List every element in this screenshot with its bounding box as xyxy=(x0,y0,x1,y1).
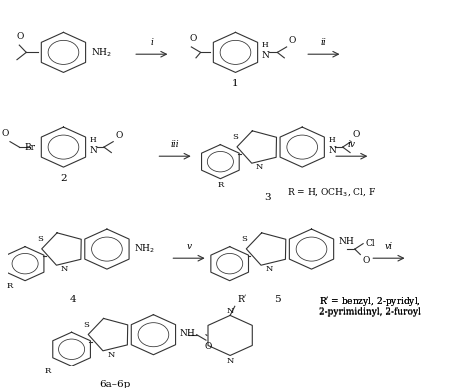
Text: O: O xyxy=(2,129,9,138)
Text: N: N xyxy=(227,357,234,365)
Text: N: N xyxy=(107,351,115,359)
Text: N: N xyxy=(90,146,98,155)
Text: N: N xyxy=(262,50,270,60)
Text: N: N xyxy=(227,307,234,315)
Text: NH$_2$: NH$_2$ xyxy=(91,46,112,59)
Text: R$'$ = benzyl, 2-pyridyl,: R$'$ = benzyl, 2-pyridyl, xyxy=(319,295,421,308)
Text: S: S xyxy=(37,235,43,243)
Text: R = H, OCH$_3$, Cl, F: R = H, OCH$_3$, Cl, F xyxy=(287,186,376,198)
Text: R: R xyxy=(45,367,51,375)
Text: R$'$ = benzyl, 2-pyridyl,: R$'$ = benzyl, 2-pyridyl, xyxy=(319,295,421,308)
Text: 6a–6p: 6a–6p xyxy=(99,380,130,388)
Text: Cl: Cl xyxy=(366,239,375,248)
Text: 1: 1 xyxy=(232,79,239,88)
Text: R: R xyxy=(7,282,13,291)
Text: S: S xyxy=(83,320,89,329)
Text: NH$_2$: NH$_2$ xyxy=(134,243,155,255)
Text: O: O xyxy=(17,33,24,42)
Text: 5: 5 xyxy=(274,294,281,304)
Text: H: H xyxy=(262,41,269,49)
Text: R: R xyxy=(217,180,224,189)
Text: 3: 3 xyxy=(264,192,271,202)
Text: Br: Br xyxy=(25,143,36,152)
Text: O: O xyxy=(353,130,360,139)
Text: 4: 4 xyxy=(70,294,76,304)
Text: O: O xyxy=(204,342,211,351)
Text: H: H xyxy=(328,136,335,144)
Text: v: v xyxy=(186,242,191,251)
Text: O: O xyxy=(189,34,196,43)
Text: NH: NH xyxy=(180,329,196,338)
Text: i: i xyxy=(150,38,153,47)
Text: 2-pyrimidinyl, 2-furoyl: 2-pyrimidinyl, 2-furoyl xyxy=(319,307,421,316)
Text: iv: iv xyxy=(348,140,356,149)
Text: iii: iii xyxy=(171,140,179,149)
Text: S: S xyxy=(241,235,247,243)
Text: S: S xyxy=(232,133,238,141)
Text: ii: ii xyxy=(321,38,327,47)
Text: N: N xyxy=(328,146,337,155)
Text: R$'$: R$'$ xyxy=(237,293,247,305)
Text: N: N xyxy=(61,265,68,274)
Text: O: O xyxy=(116,131,123,140)
Text: 2-pyrimidinyl, 2-furoyl: 2-pyrimidinyl, 2-furoyl xyxy=(319,308,421,317)
Text: O: O xyxy=(362,256,370,265)
Text: O: O xyxy=(289,36,296,45)
Text: NH: NH xyxy=(338,237,354,246)
Text: 2: 2 xyxy=(60,174,67,183)
Text: N: N xyxy=(265,265,273,274)
Text: H: H xyxy=(90,136,97,144)
Text: N: N xyxy=(256,163,264,171)
Text: vi: vi xyxy=(385,242,393,251)
